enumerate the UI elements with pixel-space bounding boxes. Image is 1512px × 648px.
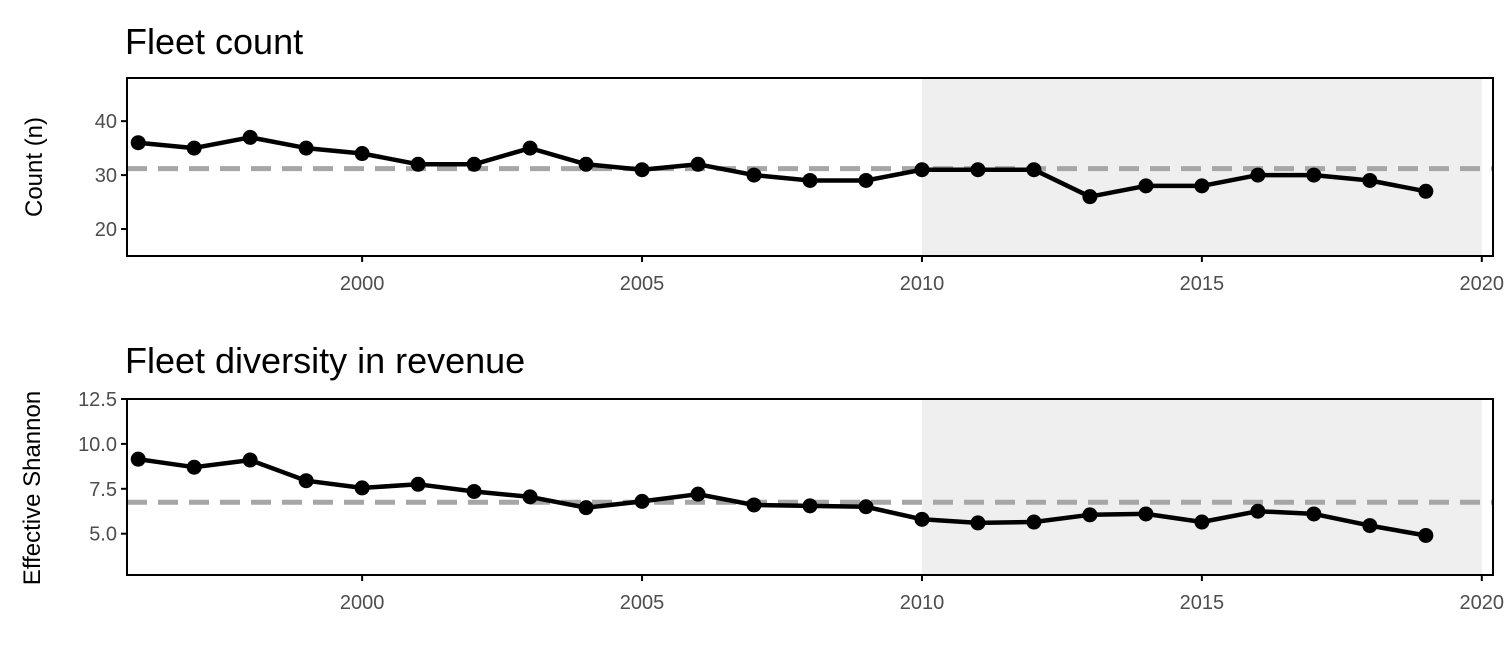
x-tick-label: 2000 <box>340 592 385 614</box>
data-point <box>858 172 874 188</box>
x-tick-label: 2020 <box>1460 273 1505 295</box>
x-tick-label: 2010 <box>900 592 945 614</box>
data-point <box>1082 507 1098 523</box>
y-tick-label: 10.0 <box>78 434 117 456</box>
y-tick-label: 20 <box>95 219 117 241</box>
panel-fleet-count: Fleet count Count (n) 2000 2005 2010 2015 20… <box>21 21 1504 295</box>
x-tick-label: 2015 <box>1180 273 1225 295</box>
data-point <box>914 511 930 527</box>
data-point <box>1306 506 1322 522</box>
data-point <box>858 499 874 515</box>
data-point <box>1306 167 1322 183</box>
series-line <box>135 456 1429 538</box>
panel-title: Fleet count <box>125 21 303 62</box>
data-point <box>578 500 594 516</box>
data-point <box>690 156 706 172</box>
y-tick-label: 7.5 <box>89 479 117 501</box>
y-tick-label: 30 <box>95 165 117 187</box>
data-point <box>914 162 930 178</box>
panel-border <box>126 77 1494 257</box>
x-tick-label: 2010 <box>900 273 945 295</box>
plot-area: 2000 2005 2010 2015 2020 5.0 7.5 10.0 12.5 <box>78 389 1504 614</box>
data-point <box>466 483 482 499</box>
data-point <box>354 480 370 496</box>
data-point <box>970 162 986 178</box>
data-point <box>298 473 314 489</box>
data-point <box>130 451 146 467</box>
data-point <box>298 140 314 156</box>
y-axis-title: Effective Shannon <box>19 391 46 585</box>
y-tick-label: 40 <box>95 111 117 133</box>
data-point <box>242 129 258 145</box>
data-point <box>1250 167 1266 183</box>
data-point <box>1082 189 1098 205</box>
data-point <box>634 162 650 178</box>
series-line <box>135 135 1429 199</box>
panel-title: Fleet diversity in revenue <box>125 340 525 381</box>
data-point <box>746 167 762 183</box>
x-tick-label: 2020 <box>1460 592 1505 614</box>
data-point <box>634 493 650 509</box>
y-tick-label: 12.5 <box>78 389 117 411</box>
data-point <box>1138 178 1154 194</box>
data-point <box>690 486 706 502</box>
data-point <box>410 476 426 492</box>
data-point <box>578 156 594 172</box>
panel-fleet-diversity: Fleet diversity in revenue Effective Sha… <box>19 340 1504 614</box>
y-axis-title: Count (n) <box>21 117 48 217</box>
data-point <box>522 140 538 156</box>
data-point <box>746 497 762 513</box>
data-point <box>186 140 202 156</box>
x-tick-label: 2000 <box>340 273 385 295</box>
data-point <box>1250 503 1266 519</box>
data-point <box>1138 506 1154 522</box>
shaded-region <box>921 78 1482 256</box>
data-point <box>354 146 370 162</box>
data-point <box>1026 514 1042 530</box>
data-point <box>410 156 426 172</box>
data-point <box>1362 172 1378 188</box>
x-tick-label: 2005 <box>620 592 665 614</box>
data-point <box>1418 527 1434 543</box>
data-point <box>1194 178 1210 194</box>
data-point <box>970 515 986 531</box>
x-tick-label: 2005 <box>620 273 665 295</box>
y-tick-label: 5.0 <box>89 524 117 546</box>
x-tick-label: 2015 <box>1180 592 1225 614</box>
data-point <box>802 172 818 188</box>
shaded-region <box>921 399 1482 575</box>
data-point <box>186 459 202 475</box>
data-point <box>1026 162 1042 178</box>
data-point <box>1194 514 1210 530</box>
data-point <box>130 135 146 151</box>
panel-border <box>126 398 1494 576</box>
data-point <box>522 489 538 505</box>
data-point <box>1418 183 1434 199</box>
data-point <box>802 498 818 514</box>
data-point <box>466 156 482 172</box>
data-point <box>242 452 258 468</box>
data-point <box>1362 518 1378 534</box>
